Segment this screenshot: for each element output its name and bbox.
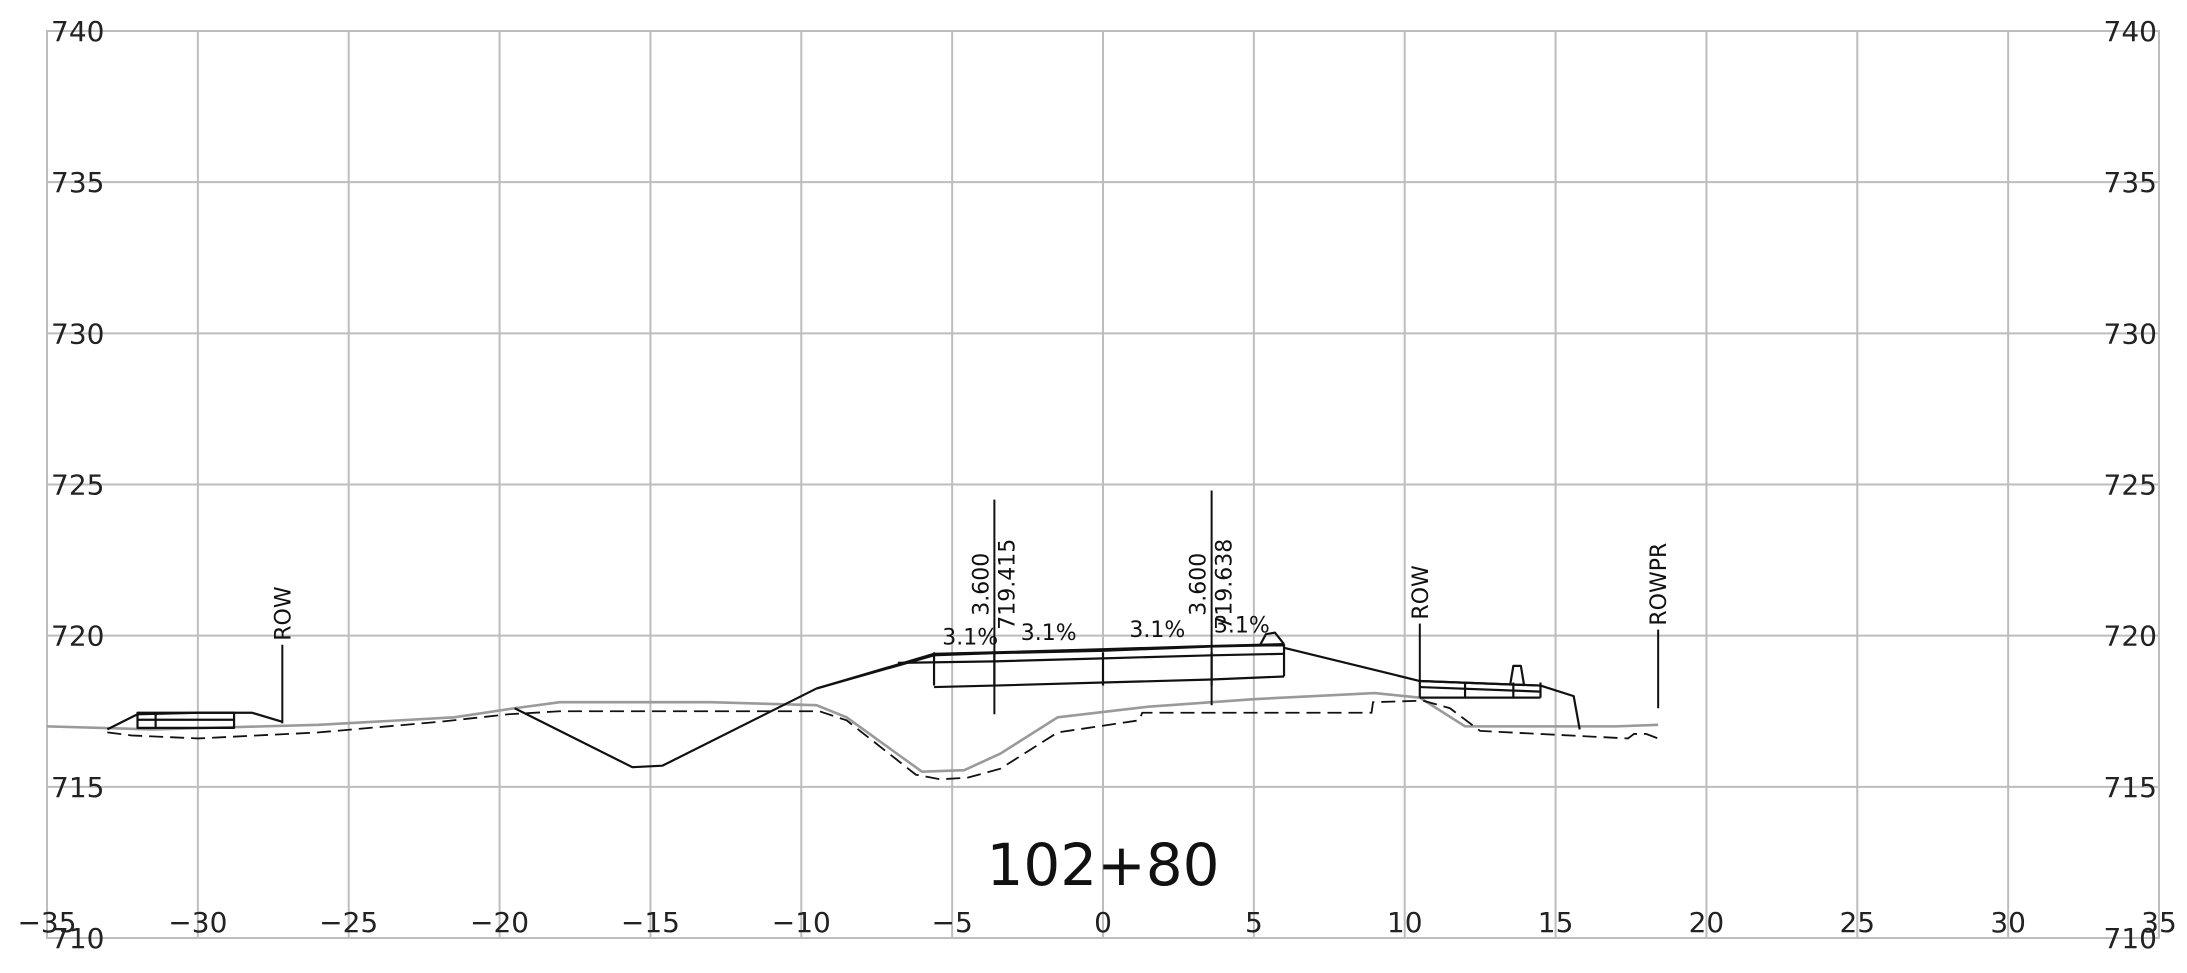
x-tick-label: −30 <box>168 906 227 939</box>
slope-labels: 3.1% 3.1% 3.1% 3.1% <box>942 614 1269 651</box>
row-marker-label: ROW <box>1409 565 1434 620</box>
pavement-surface <box>934 643 1285 655</box>
plot-frame <box>46 30 2160 939</box>
x-tick-label: −35 <box>17 906 76 939</box>
y-tick-label-right: 735 <box>2104 166 2157 199</box>
x-tick-label: 10 <box>1387 906 1423 939</box>
y-tick-label-right: 740 <box>2104 15 2157 48</box>
offset-elevation-label: 719.638 <box>1213 539 1238 630</box>
barrier <box>1509 664 1525 685</box>
subgrade-line <box>107 699 1659 781</box>
proposed-ditch-line <box>514 687 817 769</box>
row-marker-label: ROWPR <box>1647 543 1672 626</box>
station-label: 102+80 <box>986 831 1219 899</box>
sidewalk-top <box>1419 679 1541 687</box>
x-tick-label: 0 <box>1094 906 1112 939</box>
slope-label: 3.1% <box>1021 621 1077 646</box>
right-sidewalk-detail <box>1418 664 1542 699</box>
x-tick-label: −15 <box>621 906 680 939</box>
y-tick-label-right: 715 <box>2104 771 2157 804</box>
y-tick-label-right: 720 <box>2104 620 2157 653</box>
y-axis-tick-labels-left: 710 715 720 725 730 735 740 <box>51 15 104 955</box>
x-axis-tick-labels: −35 −30 −25 −20 −15 −10 −5 0 5 10 15 20 25 30 35 <box>17 906 2176 939</box>
profile-lines <box>46 644 1659 781</box>
y-tick-label-right: 725 <box>2104 469 2157 502</box>
offset-width-label: 3.600 <box>1187 553 1212 616</box>
y-tick-label-left: 740 <box>51 15 104 48</box>
offset-elevation-label: 719.415 <box>995 539 1020 630</box>
x-tick-label: 35 <box>2141 906 2177 939</box>
offset-width-label: 3.600 <box>969 553 994 616</box>
y-tick-label-right: 710 <box>2104 922 2157 955</box>
y-tick-label-left: 715 <box>51 771 104 804</box>
curb <box>1258 631 1285 646</box>
y-tick-label-left: 725 <box>51 469 104 502</box>
x-tick-label: 5 <box>1245 906 1263 939</box>
x-tick-label: −25 <box>319 906 378 939</box>
row-markers: ROW ROW ROWPR <box>271 543 1672 724</box>
x-tick-label: 20 <box>1689 906 1725 939</box>
x-tick-label: −5 <box>932 906 973 939</box>
existing-ground-line <box>46 691 1659 774</box>
y-tick-label-left: 710 <box>51 922 104 955</box>
offset-leaders: 3.600 719.415 3.600 719.638 <box>969 490 1238 715</box>
row-marker-label: ROW <box>271 586 296 641</box>
y-tick-label-left: 735 <box>51 166 104 199</box>
y-tick-label-right: 730 <box>2104 317 2157 350</box>
sidewalk-mid <box>1419 685 1541 693</box>
x-tick-label: −20 <box>470 906 529 939</box>
y-tick-label-left: 730 <box>51 317 104 350</box>
grid <box>46 30 2160 939</box>
slope-label: 3.1% <box>1129 618 1185 643</box>
pavement-bottom <box>934 675 1285 689</box>
y-axis-tick-labels-right: 710 715 720 725 730 735 740 <box>2104 15 2157 955</box>
x-tick-label: 30 <box>1990 906 2026 939</box>
x-tick-label: 25 <box>1839 906 1875 939</box>
x-tick-label: 15 <box>1538 906 1574 939</box>
slope-label: 3.1% <box>1214 614 1270 639</box>
slope-label: 3.1% <box>942 626 998 651</box>
y-tick-label-left: 720 <box>51 620 104 653</box>
x-tick-label: −10 <box>772 906 831 939</box>
left-berm-detail <box>136 711 236 729</box>
